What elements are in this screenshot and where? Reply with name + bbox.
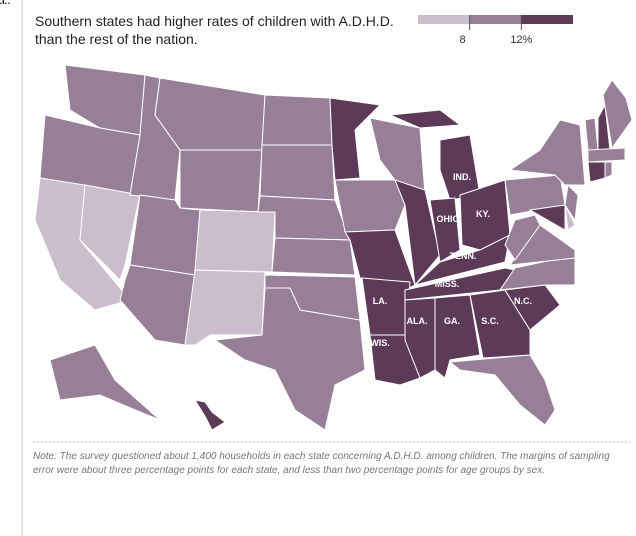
state-label: MICH.	[0, 0, 13, 6]
state-label: KY.	[476, 209, 490, 219]
state	[213, 287, 366, 431]
state	[361, 277, 411, 336]
state-label: MISS.	[435, 279, 460, 289]
state	[504, 214, 541, 261]
state	[584, 117, 599, 151]
state-label: IND.	[453, 172, 471, 182]
legend-swatch	[418, 15, 470, 24]
state	[329, 97, 382, 181]
state	[271, 237, 356, 276]
state	[194, 209, 276, 273]
state	[587, 147, 626, 163]
state	[184, 269, 266, 346]
state	[394, 179, 441, 287]
state	[602, 79, 633, 150]
state-label: S.C.	[481, 316, 499, 326]
state-label: GA.	[444, 316, 460, 326]
state-label: DEL.	[0, 0, 10, 6]
state	[179, 149, 263, 213]
state	[49, 344, 161, 421]
state	[261, 94, 333, 146]
state	[564, 183, 579, 222]
state	[404, 297, 436, 379]
state-label: N.C.	[514, 296, 532, 306]
state-label: ALA.	[407, 316, 428, 326]
state	[604, 161, 613, 179]
note: Note: The survey questioned about 1,400 …	[33, 451, 610, 476]
state-label: LA.	[373, 296, 388, 306]
legend-swatch	[469, 15, 522, 24]
state	[259, 144, 336, 201]
legend-swatch	[521, 15, 573, 24]
legend-tick-label: 8	[460, 34, 466, 46]
state	[498, 254, 576, 291]
state	[193, 399, 226, 431]
state	[528, 204, 566, 231]
state	[119, 264, 196, 346]
state-label: WIS.	[370, 338, 390, 348]
state-label: IOWA	[0, 0, 12, 6]
state	[334, 179, 406, 233]
state-label: OHIO	[436, 214, 459, 224]
title-line: Southern states had higher rates of chil…	[35, 13, 394, 29]
state	[508, 119, 586, 186]
state-label: ME.	[0, 0, 8, 6]
state-label: TENN.	[450, 251, 477, 261]
state	[448, 354, 556, 426]
state-label: R.I.	[0, 0, 7, 6]
state-label: ARK.	[0, 0, 11, 6]
state	[429, 197, 461, 263]
title: Southern states had higher rates of chil…	[35, 13, 394, 47]
state	[587, 161, 606, 183]
title-line: than the rest of the nation.	[35, 31, 198, 47]
legend-tick-label: 12%	[510, 34, 532, 46]
state	[564, 204, 576, 231]
state	[469, 289, 531, 359]
